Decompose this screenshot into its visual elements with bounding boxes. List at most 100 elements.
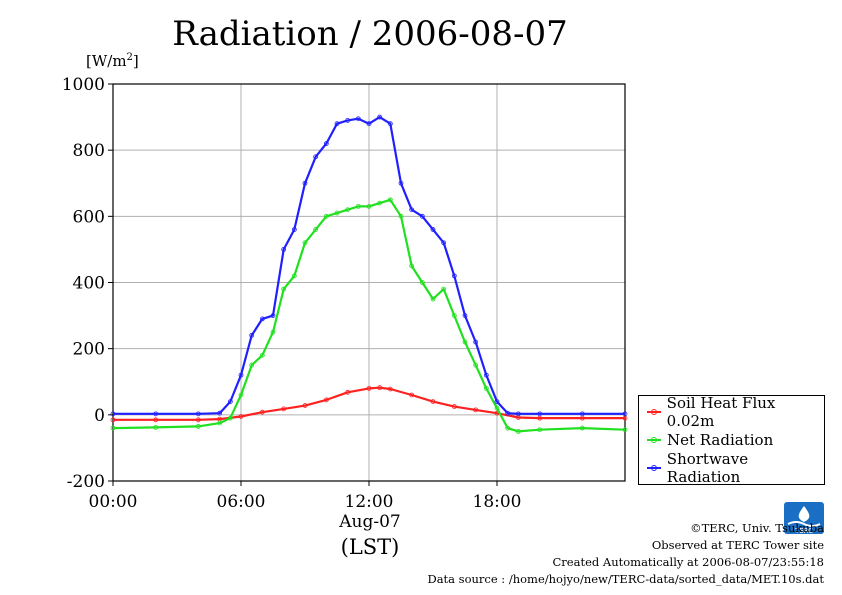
- series-point-2: [462, 313, 468, 318]
- series-point-1: [302, 240, 308, 246]
- series-point-1: [259, 352, 265, 358]
- legend-item-net-radiation: Net Radiation: [647, 430, 773, 450]
- series-point-2: [622, 411, 628, 417]
- series-point-2: [334, 121, 340, 127]
- x-axis-date-label: Aug-07: [339, 512, 401, 532]
- series-point-2: [110, 411, 116, 417]
- series-point-0: [451, 404, 457, 409]
- series-point-0: [366, 385, 372, 391]
- series-point-2: [483, 372, 489, 378]
- series-point-1: [110, 425, 116, 431]
- series-point-1: [579, 425, 585, 431]
- series-point-1: [249, 362, 255, 368]
- series-point-1: [441, 286, 447, 292]
- y-tick-label: 1000: [62, 75, 105, 95]
- series-point-0: [195, 417, 201, 423]
- series-point-1: [387, 197, 393, 203]
- legend-swatch-soil: [647, 409, 661, 415]
- grid-lines: [112, 83, 625, 482]
- series-point-1: [334, 210, 340, 216]
- legend-label-soil: Soil Heat Flux 0.02m: [666, 394, 776, 430]
- series-point-2: [473, 339, 479, 345]
- series-point-2: [195, 411, 201, 417]
- series-point-2: [409, 207, 415, 213]
- series-point-1: [291, 273, 297, 279]
- legend-label-shortwave: Shortwave Radiation: [666, 450, 749, 486]
- series-point-2: [430, 227, 436, 232]
- series-point-1: [451, 313, 457, 318]
- terc-logo: TERC: [784, 502, 824, 535]
- copyright-text: ©TERC, Univ. Tsukuba: [690, 521, 824, 535]
- series-point-1: [419, 280, 425, 285]
- legend-swatch-net: [647, 437, 661, 443]
- series-point-2: [494, 399, 500, 405]
- series-point-2: [505, 410, 511, 416]
- series-point-1: [398, 213, 404, 219]
- y-tick-label: 400: [73, 274, 105, 294]
- series-point-2: [579, 411, 585, 417]
- legend-swatch-shortwave: [647, 465, 661, 471]
- series-point-0: [323, 397, 329, 403]
- series-point-0: [377, 385, 383, 391]
- series-point-2: [313, 154, 319, 160]
- series-point-2: [441, 240, 447, 246]
- series-point-1: [494, 405, 500, 411]
- series-point-2: [537, 411, 543, 417]
- y-tick-label: 800: [73, 141, 105, 161]
- series-point-2: [217, 410, 223, 416]
- series-point-0: [409, 392, 415, 398]
- series-point-2: [515, 411, 521, 417]
- series-point-0: [110, 417, 116, 423]
- legend-item-shortwave: Shortwave Radiation: [647, 450, 824, 486]
- series-point-1: [217, 420, 223, 426]
- series-point-1: [409, 263, 415, 269]
- observed-at-text: Observed at TERC Tower site: [651, 538, 824, 552]
- svg-text:TERC: TERC: [794, 527, 813, 535]
- series-point-0: [281, 406, 287, 412]
- x-tick-label: 18:00: [473, 492, 522, 512]
- y-tick-label: 600: [73, 207, 105, 227]
- series-point-1: [270, 329, 276, 335]
- series-point-1: [462, 339, 468, 345]
- series-line-1: [112, 198, 626, 433]
- series-point-2: [451, 273, 457, 279]
- series-point-2: [291, 227, 297, 232]
- series-point-2: [366, 121, 372, 127]
- x-axis-timezone-label: (LST): [340, 535, 400, 559]
- series-point-1: [153, 425, 159, 430]
- series-point-1: [313, 227, 319, 232]
- series-point-1: [515, 428, 521, 434]
- series-point-2: [387, 121, 393, 127]
- series-point-2: [355, 116, 361, 122]
- y-unit-label: [W/m2]: [86, 52, 139, 70]
- legend-item-soil-heat-flux: Soil Heat Flux 0.02m: [647, 394, 824, 430]
- series-point-2: [270, 313, 276, 318]
- x-tick-label: 00:00: [89, 492, 138, 512]
- series-point-1: [195, 424, 201, 429]
- series-line-2: [113, 115, 625, 415]
- series-point-2: [377, 114, 383, 120]
- series-point-2: [227, 399, 233, 405]
- series-point-2: [153, 411, 159, 417]
- series-point-1: [366, 204, 372, 209]
- series-point-2: [398, 180, 404, 186]
- series-point-0: [473, 407, 479, 413]
- series-point-0: [387, 386, 393, 392]
- series-point-1: [537, 427, 543, 433]
- y-tick-label: -200: [67, 472, 105, 492]
- legend-label-net: Net Radiation: [667, 431, 774, 449]
- series-point-0: [430, 399, 436, 405]
- y-tick-label: 200: [73, 340, 105, 360]
- series-point-0: [153, 417, 159, 423]
- series-point-2: [345, 117, 351, 123]
- series-point-1: [430, 296, 436, 302]
- series-point-2: [323, 141, 329, 146]
- legend: Soil Heat Flux 0.02m Net Radiation Short…: [638, 394, 825, 486]
- created-at-text: Created Automatically at 2006-08-07/23:5…: [552, 555, 825, 569]
- series-point-2: [249, 333, 255, 338]
- x-tick-label: 12:00: [345, 492, 394, 512]
- series-point-1: [238, 392, 244, 398]
- axes: [108, 83, 626, 486]
- series-point-1: [622, 427, 628, 433]
